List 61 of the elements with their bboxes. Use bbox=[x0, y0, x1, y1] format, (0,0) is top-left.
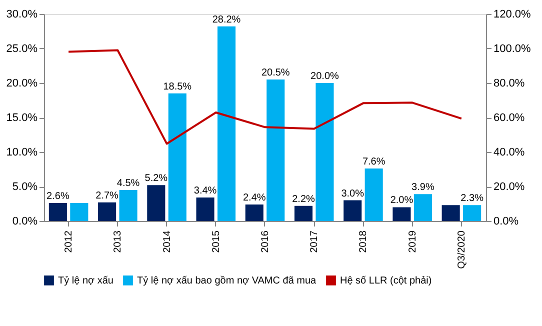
y-tick-label: 20.0% bbox=[6, 78, 38, 90]
data-label: 28.2% bbox=[212, 14, 241, 26]
y2-tick-label: 100.0% bbox=[494, 43, 532, 55]
bar bbox=[147, 185, 166, 221]
data-label: 2.4% bbox=[242, 192, 266, 204]
data-label: 3.0% bbox=[341, 188, 364, 200]
legend-label: Tỷ lệ nợ xấu bao gồm nợ VAMC đã mua bbox=[137, 275, 317, 286]
legend-label: Tỷ lệ nợ xấu bbox=[58, 275, 114, 286]
data-label: 2.2% bbox=[292, 194, 315, 205]
data-label: 2.0% bbox=[390, 195, 414, 206]
y2-tick-label: 0.0% bbox=[494, 216, 519, 228]
y2-tick-label: 60.0% bbox=[494, 112, 525, 124]
y-tick-label: 10.0% bbox=[6, 146, 38, 158]
x-tick-label: 2017 bbox=[309, 230, 320, 253]
bar bbox=[217, 26, 236, 221]
data-label: 2.6% bbox=[46, 191, 70, 202]
y2-tick-label: 20.0% bbox=[494, 181, 525, 193]
bar bbox=[48, 203, 67, 221]
y-tick-label: 25.0% bbox=[6, 43, 38, 55]
bar bbox=[168, 93, 186, 221]
x-tick-label: Q3/2020 bbox=[456, 230, 468, 269]
x-tick-label: 2014 bbox=[162, 230, 173, 253]
data-label: 20.0% bbox=[310, 71, 340, 82]
bar bbox=[98, 202, 116, 221]
y-tick-label: 30.0% bbox=[6, 8, 38, 20]
y2-tick-label: 40.0% bbox=[494, 146, 525, 158]
bar bbox=[442, 205, 460, 221]
data-label: 20.5% bbox=[261, 68, 290, 79]
bar bbox=[316, 83, 334, 221]
bar bbox=[463, 205, 482, 221]
data-label: 18.5% bbox=[163, 81, 192, 92]
data-label: 5.2% bbox=[144, 173, 168, 184]
x-tick-label: 2019 bbox=[407, 230, 418, 253]
bar bbox=[364, 168, 383, 221]
bar bbox=[344, 200, 362, 221]
bar bbox=[392, 207, 411, 221]
data-label: 4.5% bbox=[116, 178, 140, 189]
x-tick-label: 2013 bbox=[112, 230, 124, 253]
x-tick-label: 2012 bbox=[64, 230, 75, 253]
data-label: 7.6% bbox=[362, 156, 386, 168]
bar bbox=[196, 198, 214, 221]
x-tick-label: 2016 bbox=[260, 230, 271, 253]
data-label: 2.7% bbox=[96, 190, 119, 202]
legend-label: Hệ số LLR (cột phải) bbox=[340, 275, 432, 286]
y-tick-label: 5.0% bbox=[12, 181, 38, 193]
data-label: 3.9% bbox=[412, 182, 434, 194]
bar bbox=[266, 80, 285, 221]
data-label: 3.4% bbox=[194, 186, 217, 197]
x-tick-label: 2018 bbox=[358, 230, 370, 253]
data-label: 2.3% bbox=[460, 193, 484, 204]
bar bbox=[294, 206, 313, 221]
line-series bbox=[68, 49, 462, 145]
bar bbox=[245, 204, 264, 221]
y-tick-label: 0.0% bbox=[12, 216, 38, 228]
y-tick-label: 15.0% bbox=[6, 112, 38, 124]
bar bbox=[414, 194, 432, 221]
y2-tick-label: 80.0% bbox=[494, 78, 525, 90]
bar bbox=[119, 190, 138, 221]
y2-tick-label: 120.0% bbox=[494, 8, 532, 20]
x-tick-label: 2015 bbox=[210, 230, 222, 253]
bar bbox=[70, 203, 88, 221]
